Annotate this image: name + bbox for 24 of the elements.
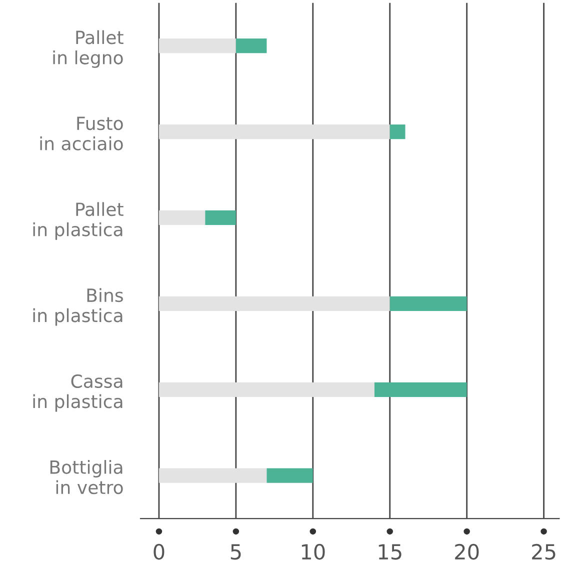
bar bbox=[158, 382, 374, 397]
bar bbox=[205, 210, 236, 226]
y-tick-label: Pallet in legno bbox=[53, 30, 124, 68]
bar bbox=[158, 38, 236, 54]
bar bbox=[390, 124, 406, 140]
y-tick-label: Pallet in plastica bbox=[33, 202, 124, 240]
y-tick-label: Bottiglia in vetro bbox=[50, 460, 123, 494]
x-tick-label: 25 bbox=[532, 544, 556, 560]
y-tick-label: Bins in plastica bbox=[33, 288, 123, 326]
bar bbox=[158, 296, 390, 311]
x-tick-label: 5 bbox=[230, 544, 241, 560]
y-tick-label: Cassa in plastica bbox=[33, 374, 122, 412]
bar bbox=[266, 468, 313, 483]
y-tick-label: Fusto in acciaio bbox=[40, 116, 123, 150]
bar bbox=[374, 382, 467, 397]
x-tick-label: 0 bbox=[154, 544, 164, 560]
bar bbox=[158, 124, 390, 140]
bar bbox=[390, 296, 467, 311]
x-tick-label: 20 bbox=[455, 544, 479, 560]
x-tick-label: 10 bbox=[302, 544, 325, 560]
bar bbox=[158, 210, 206, 226]
bar bbox=[158, 468, 267, 483]
bar bbox=[236, 38, 267, 54]
x-tick-label: 15 bbox=[378, 544, 402, 560]
